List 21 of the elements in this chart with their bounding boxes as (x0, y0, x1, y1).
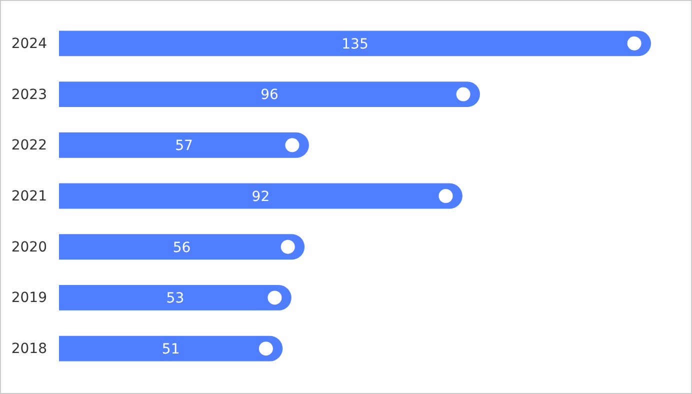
data-label: 51 (162, 341, 180, 358)
bar (59, 183, 462, 209)
y-tick-label: 2020 (11, 239, 47, 256)
bar (59, 336, 283, 362)
data-label: 53 (166, 290, 184, 307)
bar (59, 30, 651, 56)
bar (59, 234, 305, 260)
y-tick-label: 2021 (11, 188, 47, 204)
bar (59, 132, 309, 158)
data-label: 135 (342, 36, 368, 52)
data-label: 57 (175, 138, 193, 154)
data-label: 92 (252, 188, 270, 205)
y-tick-label: 2024 (11, 36, 48, 52)
bar (59, 82, 480, 107)
data-label: 56 (172, 240, 191, 256)
y-tick-label: 2018 (11, 341, 47, 358)
y-tick-label: 2023 (11, 86, 47, 103)
y-tick-label: 2019 (11, 290, 47, 306)
y-tick-label: 2022 (11, 138, 47, 154)
bar (59, 285, 292, 310)
data-label: 96 (260, 87, 278, 104)
